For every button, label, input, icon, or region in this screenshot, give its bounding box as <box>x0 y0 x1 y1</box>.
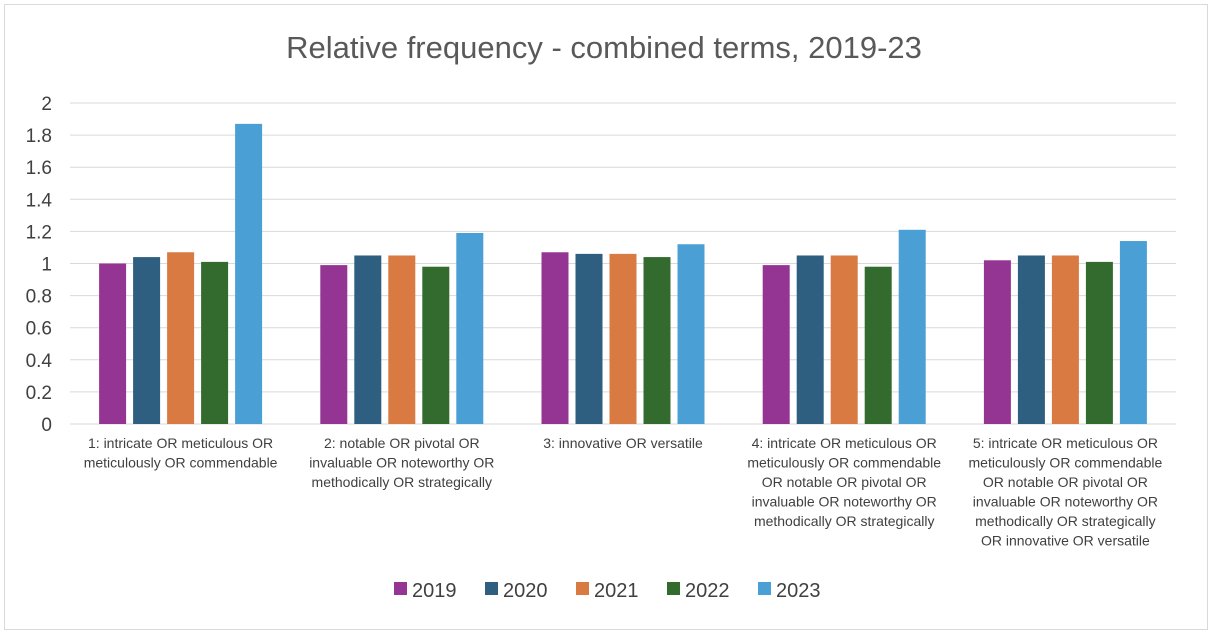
y-tick-label: 1 <box>41 255 52 276</box>
bars <box>99 123 1147 425</box>
bar-2022-cat-1 <box>201 261 229 424</box>
legend-swatch-2023 <box>758 582 771 595</box>
bar-2023-cat-1 <box>235 123 263 425</box>
bar-2023-cat-5 <box>1119 241 1147 424</box>
category-label: OR notable OR pivotal OR <box>983 474 1148 490</box>
bar-2021-cat-4 <box>830 255 858 424</box>
y-tick-label: 0 <box>41 415 52 436</box>
bar-2020-cat-4 <box>796 255 824 424</box>
category-label: 1: intricate OR meticulous OR <box>88 435 273 451</box>
category-label: invaluable OR noteworthy OR <box>309 455 494 471</box>
category-label: methodically OR strategically <box>754 513 935 529</box>
bar-2023-cat-3 <box>677 244 705 424</box>
bar-2022-cat-4 <box>864 266 892 424</box>
category-label: methodically OR strategically <box>312 474 493 490</box>
legend-label-2023: 2023 <box>776 580 821 602</box>
bar-2023-cat-2 <box>456 233 484 424</box>
bar-2020-cat-3 <box>575 253 603 424</box>
category-label: meticulously OR commendable <box>747 455 941 471</box>
legend-label-2019: 2019 <box>412 580 457 602</box>
bar-2019-cat-3 <box>541 252 569 424</box>
category-label: invaluable OR noteworthy OR <box>973 494 1158 510</box>
bar-2021-cat-1 <box>167 252 195 424</box>
category-labels: 1: intricate OR meticulous OR meticulousl… <box>84 435 1163 549</box>
y-tick-label: 1.4 <box>26 190 53 211</box>
y-tick-label: 0.8 <box>26 287 52 308</box>
bar-2021-cat-3 <box>609 253 637 424</box>
bar-2022-cat-2 <box>422 266 450 424</box>
category-label: 5: intricate OR meticulous OR <box>973 435 1158 451</box>
category-label: meticulously OR commendable <box>84 455 278 471</box>
legend-swatch-2020 <box>485 582 498 595</box>
category-label: methodically OR strategically <box>975 513 1156 529</box>
bar-2023-cat-4 <box>898 229 926 424</box>
legend: 2019 2020 2021 2022 2023 <box>394 580 821 602</box>
category-label: 4: intricate OR meticulous OR <box>752 435 937 451</box>
y-tick-label: 1.2 <box>26 222 52 243</box>
y-tick-label: 1.8 <box>26 126 52 147</box>
bar-2021-cat-2 <box>388 255 416 424</box>
legend-swatch-2019 <box>394 582 407 595</box>
category-label: OR notable OR pivotal OR <box>762 474 927 490</box>
bar-2019-cat-1 <box>99 263 127 424</box>
bar-2020-cat-5 <box>1017 255 1045 424</box>
legend-label-2021: 2021 <box>594 580 639 602</box>
legend-label-2022: 2022 <box>685 580 730 602</box>
legend-label-2020: 2020 <box>503 580 548 602</box>
category-label: meticulously OR commendable <box>969 455 1163 471</box>
bar-2022-cat-5 <box>1085 261 1113 424</box>
y-tick-label: 2 <box>41 94 52 115</box>
category-label: 3: innovative OR versatile <box>543 435 703 451</box>
category-label: invaluable OR noteworthy OR <box>752 494 937 510</box>
legend-swatch-2022 <box>667 582 680 595</box>
bar-2019-cat-4 <box>762 265 790 424</box>
bar-2020-cat-2 <box>354 255 382 424</box>
legend-swatch-2021 <box>576 582 589 595</box>
y-tick-label: 1.6 <box>26 158 52 179</box>
bar-2019-cat-5 <box>983 260 1011 424</box>
category-label: 2: notable OR pivotal OR <box>324 435 480 451</box>
bar-2021-cat-5 <box>1051 255 1079 424</box>
y-axis-ticks: 0 0.2 0.4 0.6 0.8 1 1.2 1.4 1.6 1.8 2 <box>26 94 53 436</box>
category-label: OR innovative OR versatile <box>981 533 1150 549</box>
bar-2022-cat-3 <box>643 257 671 424</box>
bar-2019-cat-2 <box>320 265 348 424</box>
y-tick-label: 0.4 <box>26 351 53 372</box>
chart-title: Relative frequency - combined terms, 201… <box>286 30 922 65</box>
y-tick-label: 0.6 <box>26 319 52 340</box>
y-tick-label: 0.2 <box>26 383 52 404</box>
bar-2020-cat-1 <box>133 257 161 424</box>
